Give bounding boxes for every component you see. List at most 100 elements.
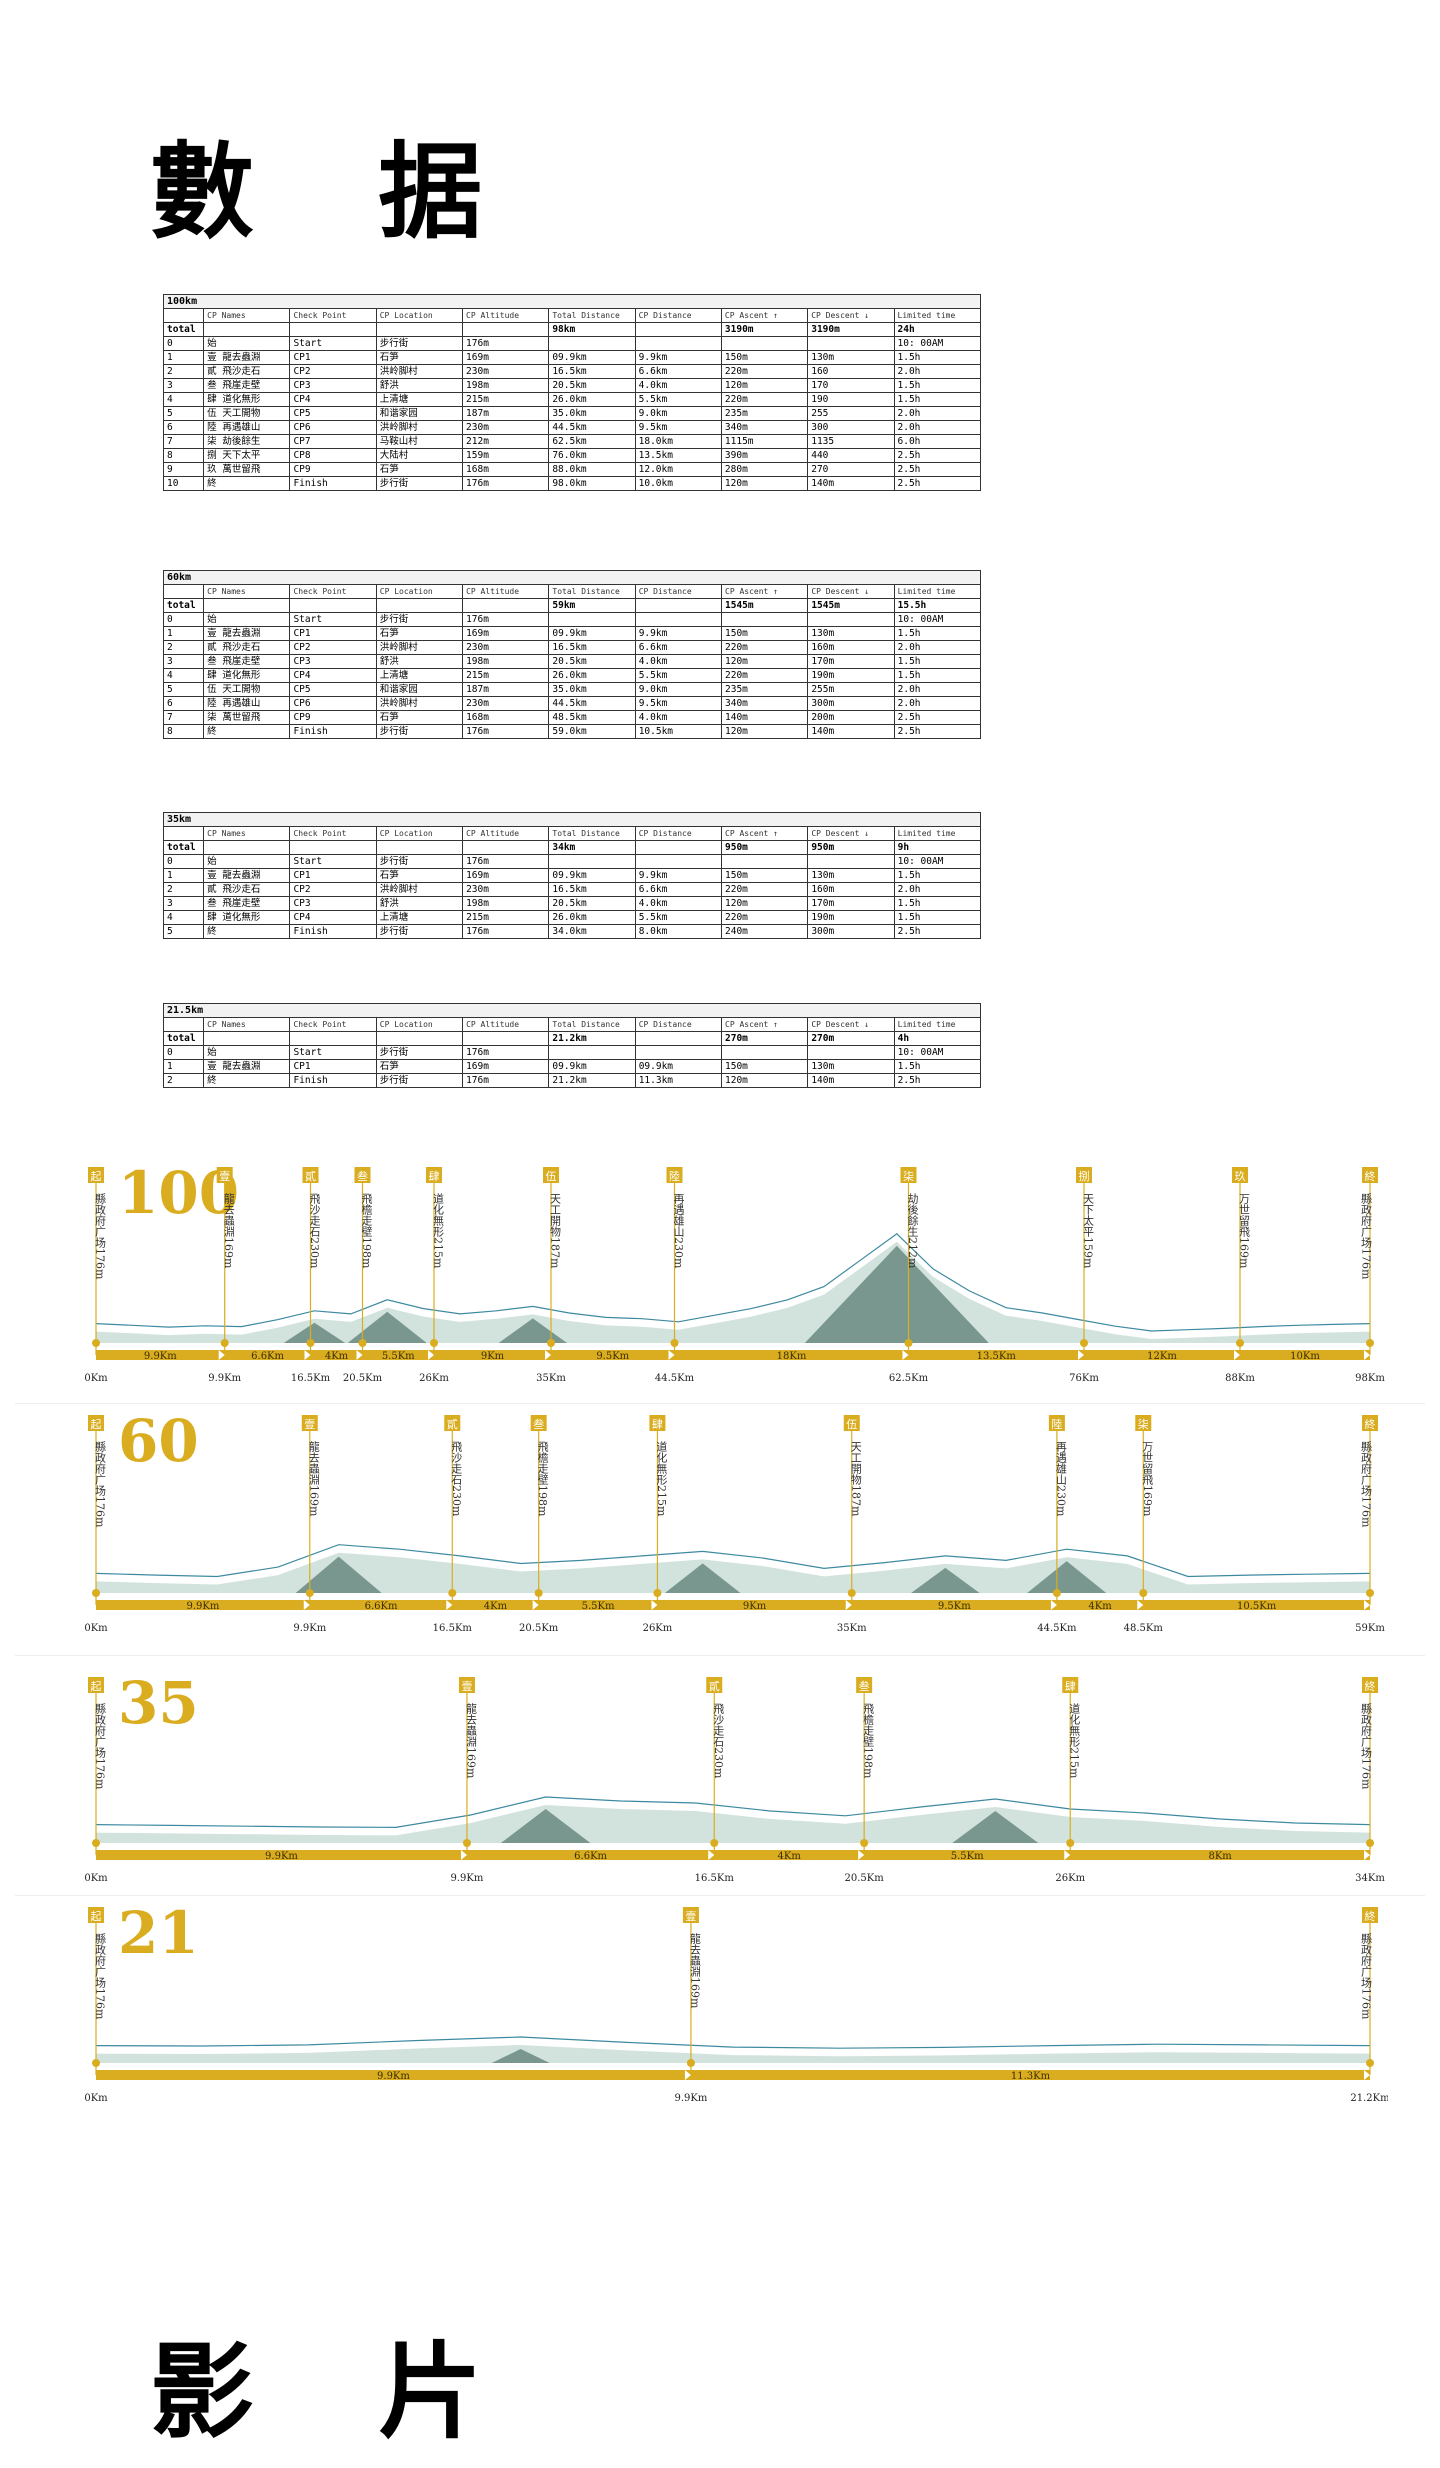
table-cell: 0 xyxy=(162,612,205,627)
table-cell: CP1 xyxy=(289,868,377,883)
table-cell: 上清塘 xyxy=(375,910,464,925)
table-total-row: total 59km 1545m 1545m 15.5h xyxy=(162,598,982,613)
checkpoint-tag: 肆 xyxy=(429,1170,440,1183)
table-cell: 終 xyxy=(203,1073,291,1088)
km-mark: 20.5Km xyxy=(343,1373,383,1384)
table-cell xyxy=(721,612,809,627)
mountain-peak xyxy=(911,1567,980,1593)
table-cell: 13.5km xyxy=(634,448,722,463)
checkpoint-tag: 陸 xyxy=(669,1170,680,1183)
checkpoint-tag: 壹 xyxy=(461,1680,472,1693)
table-cell: Limited time xyxy=(893,1017,982,1032)
table-row: 0 始 Start 步行街 176m 10: 00AM xyxy=(162,1045,982,1060)
table-cell: 6.6km xyxy=(634,640,723,655)
table-cell xyxy=(548,612,636,627)
table-cell: 220m xyxy=(721,910,809,925)
table-cell: 240m xyxy=(721,924,809,939)
table-cell: 2.5h xyxy=(893,924,982,939)
segment-distance: 12Km xyxy=(1147,1351,1177,1362)
checkpoint-tag: 叁 xyxy=(533,1417,544,1431)
table-cell: 130m xyxy=(807,1059,895,1074)
table-cell: 3 xyxy=(162,378,205,393)
checkpoint-tag: 壹 xyxy=(685,1910,696,1923)
table-cell xyxy=(162,1017,205,1032)
segment-distance: 6.6Km xyxy=(574,1851,607,1862)
checkpoint-name: 劫後餘生212m xyxy=(906,1193,919,1269)
checkpoint-dot xyxy=(1366,1339,1374,1347)
checkpoint-dot xyxy=(904,1339,913,1347)
table-cell: 叁 飛崖走壁 xyxy=(203,378,291,393)
checkpoint-name: 縣政府广场176m xyxy=(94,1703,107,1790)
segment-distance: 5.5Km xyxy=(382,1351,415,1362)
checkpoint-dot xyxy=(1066,1839,1075,1847)
table-cell: 伍 天工開物 xyxy=(203,682,291,697)
km-mark: 16.5Km xyxy=(291,1373,331,1384)
checkpoint-dot xyxy=(448,1589,457,1597)
table-cell: 255 xyxy=(807,406,895,421)
table-cell: 步行街 xyxy=(375,924,464,939)
table-cell: 肆 道化無形 xyxy=(203,910,291,925)
segment-arrow xyxy=(1137,1600,1144,1610)
table-cell: 20.5km xyxy=(548,654,636,669)
table-cell xyxy=(634,854,723,869)
table-cell: 215m xyxy=(462,392,550,407)
km-mark: 0Km xyxy=(84,1623,108,1634)
table-cell: 1115m xyxy=(720,434,809,449)
checkpoint-dot xyxy=(1366,2059,1374,2067)
table-cell: Start xyxy=(289,854,377,869)
checkpoint-tag-bg xyxy=(1362,1677,1378,1693)
table-cell: 石笋 xyxy=(375,868,464,883)
checkpoint-dot xyxy=(462,1839,471,1847)
table-cell: Total Distance xyxy=(548,584,636,599)
checkpoint-tag-bg xyxy=(1076,1167,1092,1183)
checkpoint-name: 万世留飛169m xyxy=(1238,1193,1251,1269)
km-mark: 26Km xyxy=(643,1623,673,1634)
table-cell: 步行街 xyxy=(375,854,464,869)
table-cell: 9.5km xyxy=(634,696,723,711)
table-cell: 98km xyxy=(548,322,636,337)
table-cell: 1 xyxy=(162,1059,205,1074)
table-cell: 5 xyxy=(162,682,205,697)
table-cell: 捌 天下太平 xyxy=(203,448,291,463)
table-cell: 2.0h xyxy=(893,640,982,655)
table-cell: 11.3km xyxy=(634,1073,723,1088)
cp-table-3: 35km CP Names Check Point CP Location CP Alt… xyxy=(162,812,982,939)
table-cell: 石笋 xyxy=(375,710,464,725)
table-cell: 舒洪 xyxy=(375,896,464,911)
checkpoint-dot xyxy=(847,1589,856,1597)
table-cell: CP Distance xyxy=(634,308,722,323)
table-cell: 220m xyxy=(721,668,809,683)
table-cell: 8 xyxy=(162,724,205,739)
table-cell: 120m xyxy=(720,378,809,393)
checkpoint-tag: 伍 xyxy=(546,1170,557,1183)
checkpoint-tag-bg xyxy=(216,1167,233,1183)
table-cell xyxy=(289,840,377,855)
checkpoint-dot xyxy=(92,2059,100,2067)
table-cell: 洪岭脚村 xyxy=(375,364,464,379)
segment-arrow xyxy=(684,2070,691,2080)
table-cell: 62.5km xyxy=(548,434,636,449)
checkpoint-tag-bg xyxy=(458,1677,475,1693)
table-cell: 120m xyxy=(721,896,809,911)
checkpoint-tag-bg xyxy=(88,1677,104,1693)
table-cell: 140m xyxy=(721,710,809,725)
checkpoint-tag: 貳 xyxy=(305,1169,316,1183)
mountain-peak xyxy=(500,1809,591,1843)
table-cell: 1.5h xyxy=(893,910,982,925)
checkpoint-tag: 終 xyxy=(1365,1417,1376,1431)
table-cell: 1 xyxy=(162,626,205,641)
mountain-peak xyxy=(804,1245,989,1343)
table-cell: CP8 xyxy=(289,448,377,463)
table-cell: 8 xyxy=(162,448,205,463)
table-cell: 10: 00AM xyxy=(893,612,982,627)
table-cell: 170 xyxy=(807,378,895,393)
segment-arrow xyxy=(668,1350,675,1360)
checkpoint-dot xyxy=(358,1339,367,1347)
table-cell: 176m xyxy=(462,612,550,627)
